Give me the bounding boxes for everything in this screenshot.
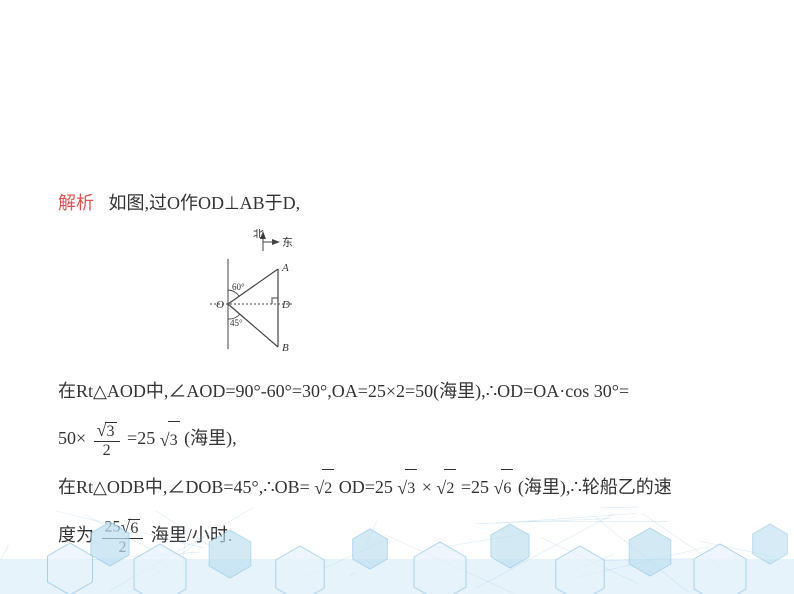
- svg-text:O: O: [216, 299, 224, 311]
- sqrt3: √3: [160, 419, 180, 462]
- line-2: 在Rt△AOD中,∠AOD=90°-60°=30°,OA=25×2=50(海里)…: [58, 370, 734, 413]
- svg-text:东: 东: [282, 236, 293, 249]
- line-3c: (海里),: [184, 428, 237, 448]
- line-3: 50× √3 2 =25 √3 (海里),: [58, 417, 734, 461]
- svg-text:A: A: [281, 262, 289, 274]
- line-1-text: 如图,过O作OD⊥AB于D,: [109, 193, 301, 213]
- therefore-1: ∴: [486, 381, 497, 401]
- frac1-den: 2: [94, 442, 120, 460]
- line-2b: OD=OA·cos 30°=: [497, 381, 629, 401]
- line-2a: 在Rt△AOD中,∠AOD=90°-60°=30°,OA=25×2=50(海里)…: [58, 381, 486, 401]
- diagram-row: 北东 60° 45° O A B D: [58, 229, 734, 364]
- svg-text:60°: 60°: [232, 282, 245, 292]
- svg-text:D: D: [281, 299, 290, 311]
- line-1: 解析 如图,过O作OD⊥AB于D,: [58, 182, 734, 225]
- line-3a: 50×: [58, 428, 86, 448]
- svg-text:45°: 45°: [230, 318, 243, 328]
- geometry-diagram: 北东 60° 45° O A B D: [198, 229, 328, 359]
- svg-text:北: 北: [253, 229, 264, 240]
- background-pattern: [0, 474, 794, 594]
- frac-sqrt3-over-2: √3 2: [94, 421, 120, 459]
- analysis-label: 解析: [58, 193, 94, 213]
- frac1-num-sqrt: 3: [105, 422, 117, 441]
- line-3b: =25: [127, 428, 155, 448]
- svg-text:B: B: [282, 342, 289, 354]
